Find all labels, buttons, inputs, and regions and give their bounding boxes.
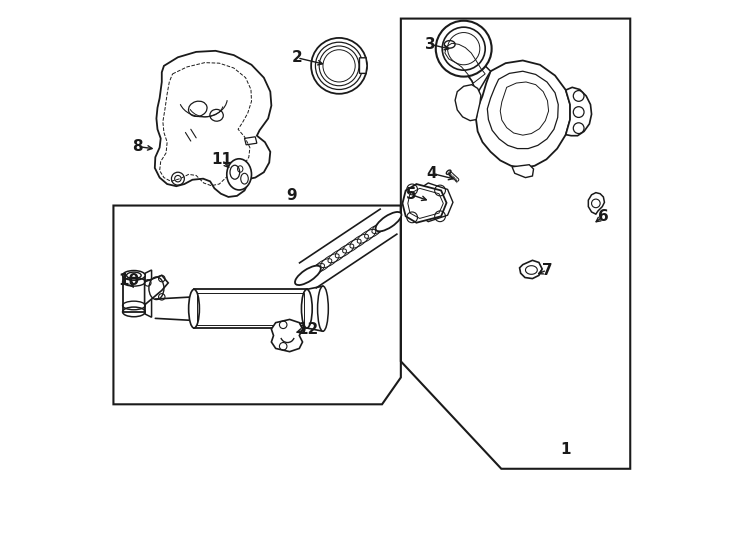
Polygon shape xyxy=(566,87,592,136)
Text: 4: 4 xyxy=(426,166,437,181)
Polygon shape xyxy=(123,275,145,312)
Polygon shape xyxy=(194,289,307,328)
Polygon shape xyxy=(155,51,272,197)
Text: 8: 8 xyxy=(132,139,142,154)
Circle shape xyxy=(311,38,367,94)
Text: 11: 11 xyxy=(211,152,233,167)
Circle shape xyxy=(436,21,492,77)
Polygon shape xyxy=(402,184,446,222)
Ellipse shape xyxy=(318,286,328,331)
Polygon shape xyxy=(520,260,542,279)
Polygon shape xyxy=(512,165,534,178)
Text: 12: 12 xyxy=(297,322,319,336)
Polygon shape xyxy=(441,39,490,93)
Text: 6: 6 xyxy=(598,209,608,224)
Text: 7: 7 xyxy=(542,262,552,278)
Ellipse shape xyxy=(227,159,252,190)
Ellipse shape xyxy=(376,212,401,231)
Polygon shape xyxy=(455,85,481,120)
Ellipse shape xyxy=(189,289,200,328)
Polygon shape xyxy=(272,320,302,352)
Polygon shape xyxy=(145,270,152,318)
Polygon shape xyxy=(360,58,367,73)
Ellipse shape xyxy=(295,266,321,285)
Polygon shape xyxy=(145,275,168,305)
Polygon shape xyxy=(476,60,570,168)
Ellipse shape xyxy=(123,271,145,280)
Ellipse shape xyxy=(302,289,312,328)
Polygon shape xyxy=(589,193,605,214)
Text: 3: 3 xyxy=(425,37,436,52)
Text: 9: 9 xyxy=(286,188,297,204)
Text: 5: 5 xyxy=(407,187,417,202)
Text: 10: 10 xyxy=(118,273,139,288)
Text: 1: 1 xyxy=(561,442,571,457)
Text: 2: 2 xyxy=(292,50,302,65)
